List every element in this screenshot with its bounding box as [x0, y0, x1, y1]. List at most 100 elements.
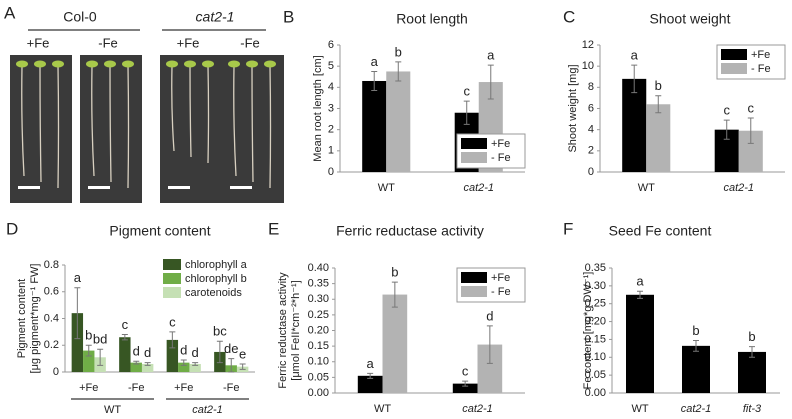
bar [178, 362, 190, 372]
y-tick-label: 12 [582, 39, 594, 51]
y-tick-label: 0.10 [585, 351, 606, 363]
bar [357, 375, 383, 393]
cotyledon [86, 60, 98, 68]
legend-label: +Fe [491, 272, 510, 284]
x-tick-label: -Fe [223, 382, 240, 394]
bar [646, 104, 671, 172]
error-bar [395, 61, 402, 82]
significance-letter: bc [213, 324, 227, 339]
scale-bar [230, 186, 252, 189]
significance-letter: b [748, 329, 755, 344]
significance-letter: de [224, 341, 238, 356]
x-tick-label: fit-3 [743, 403, 762, 415]
root [109, 65, 112, 183]
y-tick-label: 2 [588, 145, 594, 157]
bar [452, 383, 478, 393]
y-tick-label: 0.8 [44, 259, 59, 271]
error-bar [133, 360, 140, 365]
condition-label: +Fe [177, 35, 200, 50]
significance-letter: d [180, 342, 187, 357]
y-tick-label: 0.30 [585, 280, 606, 292]
error-bar [367, 372, 374, 379]
legend-label: chlorophyll b [185, 273, 247, 285]
legend-swatch [461, 286, 487, 297]
y-tick-label: 0.05 [585, 369, 606, 381]
root [171, 65, 175, 152]
y-tick-label: 0.35 [585, 262, 606, 274]
y-tick-label: 0.05 [308, 371, 329, 383]
error-bar [192, 362, 199, 366]
error-bar [169, 331, 176, 349]
chart-title: Ferric reductase activity [336, 223, 484, 239]
significance-letter: a [631, 48, 639, 63]
y-tick-label: 0.00 [308, 387, 329, 399]
root [91, 65, 95, 177]
cotyledon [52, 60, 64, 68]
legend-label: +Fe [491, 138, 510, 150]
panel-letter: E [268, 219, 279, 238]
error-bar [144, 362, 151, 366]
error-bar [216, 340, 223, 364]
root [269, 65, 272, 189]
error-bar [97, 348, 104, 366]
cotyledon [104, 60, 116, 68]
y-tick-label: 0.40 [308, 262, 329, 274]
significance-letter: d [486, 308, 493, 323]
y-tick-label: 0.15 [585, 333, 606, 345]
y-tick-label: 4 [588, 124, 594, 136]
y-axis-label: Mean root length [cm] [312, 55, 324, 161]
error-bar [747, 117, 754, 144]
error-bar [85, 344, 92, 357]
error-bar [693, 340, 699, 352]
cotyledon [246, 60, 258, 68]
panel-letter: C [563, 7, 575, 26]
significance-letter: c [723, 103, 730, 118]
significance-letter: b [692, 323, 699, 338]
y-tick-label: 0.2 [44, 339, 59, 351]
legend-swatch [461, 138, 487, 149]
cotyledon [166, 60, 178, 68]
error-bar [655, 95, 662, 114]
panel-letter: A [4, 3, 16, 22]
y-tick-label: 0.20 [585, 315, 606, 327]
y-tick-label: 0 [588, 166, 594, 178]
panel-letter: D [6, 219, 18, 238]
legend-swatch [163, 273, 181, 284]
y-tick-label: 0.10 [308, 356, 329, 368]
y-tick-label: 0.4 [44, 312, 59, 324]
cotyledon [34, 60, 46, 68]
legend-swatch [163, 287, 181, 298]
chart-title: Root length [396, 11, 468, 27]
x-tick-label: -Fe [128, 382, 145, 394]
bar [166, 339, 179, 372]
legend-label: chlorophyll a [185, 259, 248, 271]
bar [83, 350, 95, 372]
y-tick-label: 0 [53, 366, 59, 378]
y-tick-label: 0 [328, 166, 334, 178]
condition-label: -Fe [98, 35, 118, 50]
significance-letter: c [462, 364, 469, 379]
cotyledon [184, 60, 196, 68]
significance-letter: a [487, 48, 495, 63]
root [57, 65, 60, 189]
scale-bar [168, 186, 190, 189]
error-bar [239, 363, 246, 370]
bar [682, 345, 710, 393]
error-bar [723, 119, 730, 140]
y-axis-label: Shoot weight [mg] [567, 64, 579, 152]
root [21, 65, 25, 177]
bar [130, 362, 142, 372]
bar [141, 363, 154, 372]
bar [71, 313, 84, 372]
significance-letter: c [122, 317, 129, 332]
significance-letter: d [192, 345, 199, 360]
photos [10, 55, 284, 203]
error-bar [121, 334, 128, 341]
bar [189, 363, 201, 372]
y-axis-label: Fe content [mg*g DW⁻¹] [582, 272, 594, 390]
bar [622, 78, 647, 172]
chart-title: Seed Fe content [609, 223, 712, 239]
y-tick-label: 8 [588, 81, 594, 93]
root [39, 65, 42, 183]
